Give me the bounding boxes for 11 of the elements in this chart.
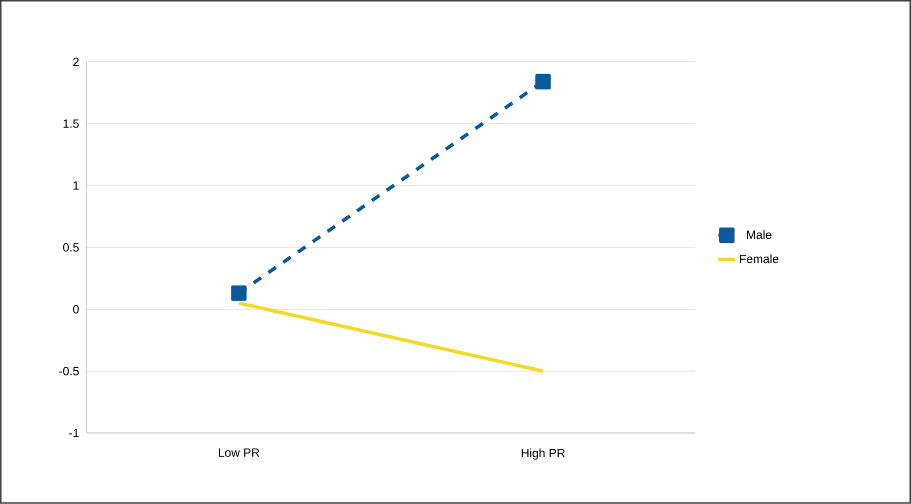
legend-label: Male — [747, 230, 772, 240]
y-tick-label: 0 — [73, 305, 79, 314]
x-tick-label: Low PR — [218, 448, 260, 457]
y-tick-label: 1.5 — [64, 120, 79, 128]
y-tick-label: -0.5 — [59, 366, 79, 376]
y-tick-label: 0.5 — [63, 243, 79, 252]
x-tick-label: High PR — [522, 448, 565, 460]
y-tick-label: -1 — [69, 428, 79, 438]
legend-label: Female — [740, 254, 778, 264]
y-tick-label: 1 — [74, 182, 79, 190]
y-tick-label: 2 — [73, 58, 79, 66]
